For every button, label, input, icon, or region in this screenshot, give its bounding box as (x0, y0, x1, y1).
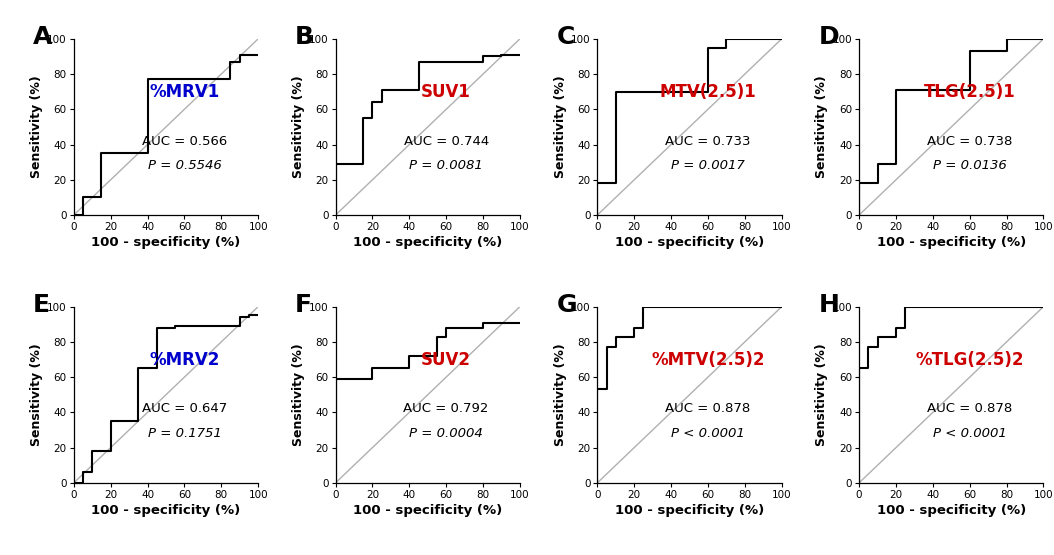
Text: AUC = 0.647: AUC = 0.647 (142, 402, 227, 415)
Text: P = 0.0004: P = 0.0004 (409, 427, 483, 440)
Text: B: B (295, 25, 314, 49)
Text: %TLG(2.5)2: %TLG(2.5)2 (916, 351, 1024, 369)
Text: H: H (819, 292, 839, 316)
X-axis label: 100 - specificity (%): 100 - specificity (%) (92, 504, 240, 517)
Y-axis label: Sensitivity (%): Sensitivity (%) (31, 344, 43, 446)
Text: MTV(2.5)1: MTV(2.5)1 (660, 83, 757, 100)
Text: SUV2: SUV2 (422, 351, 471, 369)
Text: P < 0.0001: P < 0.0001 (933, 427, 1007, 440)
Text: %MRV1: %MRV1 (150, 83, 219, 100)
Text: F: F (295, 292, 312, 316)
Text: %MRV2: %MRV2 (150, 351, 219, 369)
Text: AUC = 0.878: AUC = 0.878 (665, 402, 750, 415)
Y-axis label: Sensitivity (%): Sensitivity (%) (816, 344, 828, 446)
Text: E: E (34, 292, 51, 316)
X-axis label: 100 - specificity (%): 100 - specificity (%) (877, 504, 1026, 517)
Y-axis label: Sensitivity (%): Sensitivity (%) (292, 75, 305, 178)
X-axis label: 100 - specificity (%): 100 - specificity (%) (877, 236, 1026, 249)
Y-axis label: Sensitivity (%): Sensitivity (%) (292, 344, 305, 446)
Text: P < 0.0001: P < 0.0001 (671, 427, 745, 440)
Text: AUC = 0.744: AUC = 0.744 (404, 134, 489, 148)
Text: C: C (557, 25, 575, 49)
Text: P = 0.0081: P = 0.0081 (409, 159, 483, 172)
Text: SUV1: SUV1 (422, 83, 471, 100)
Y-axis label: Sensitivity (%): Sensitivity (%) (553, 344, 567, 446)
Y-axis label: Sensitivity (%): Sensitivity (%) (553, 75, 567, 178)
Text: A: A (34, 25, 53, 49)
X-axis label: 100 - specificity (%): 100 - specificity (%) (353, 504, 503, 517)
X-axis label: 100 - specificity (%): 100 - specificity (%) (614, 504, 764, 517)
Text: TLG(2.5)1: TLG(2.5)1 (924, 83, 1016, 100)
X-axis label: 100 - specificity (%): 100 - specificity (%) (92, 236, 240, 249)
Text: P = 0.0017: P = 0.0017 (671, 159, 745, 172)
Text: AUC = 0.792: AUC = 0.792 (404, 402, 489, 415)
Text: AUC = 0.733: AUC = 0.733 (665, 134, 750, 148)
Text: G: G (557, 292, 578, 316)
X-axis label: 100 - specificity (%): 100 - specificity (%) (353, 236, 503, 249)
Text: D: D (819, 25, 839, 49)
Y-axis label: Sensitivity (%): Sensitivity (%) (31, 75, 43, 178)
Text: P = 0.5546: P = 0.5546 (148, 159, 221, 172)
Text: %MTV(2.5)2: %MTV(2.5)2 (651, 351, 765, 369)
Text: P = 0.0136: P = 0.0136 (933, 159, 1007, 172)
Text: AUC = 0.566: AUC = 0.566 (142, 134, 227, 148)
Text: P = 0.1751: P = 0.1751 (148, 427, 221, 440)
Text: AUC = 0.878: AUC = 0.878 (928, 402, 1012, 415)
Text: AUC = 0.738: AUC = 0.738 (928, 134, 1013, 148)
X-axis label: 100 - specificity (%): 100 - specificity (%) (614, 236, 764, 249)
Y-axis label: Sensitivity (%): Sensitivity (%) (816, 75, 828, 178)
